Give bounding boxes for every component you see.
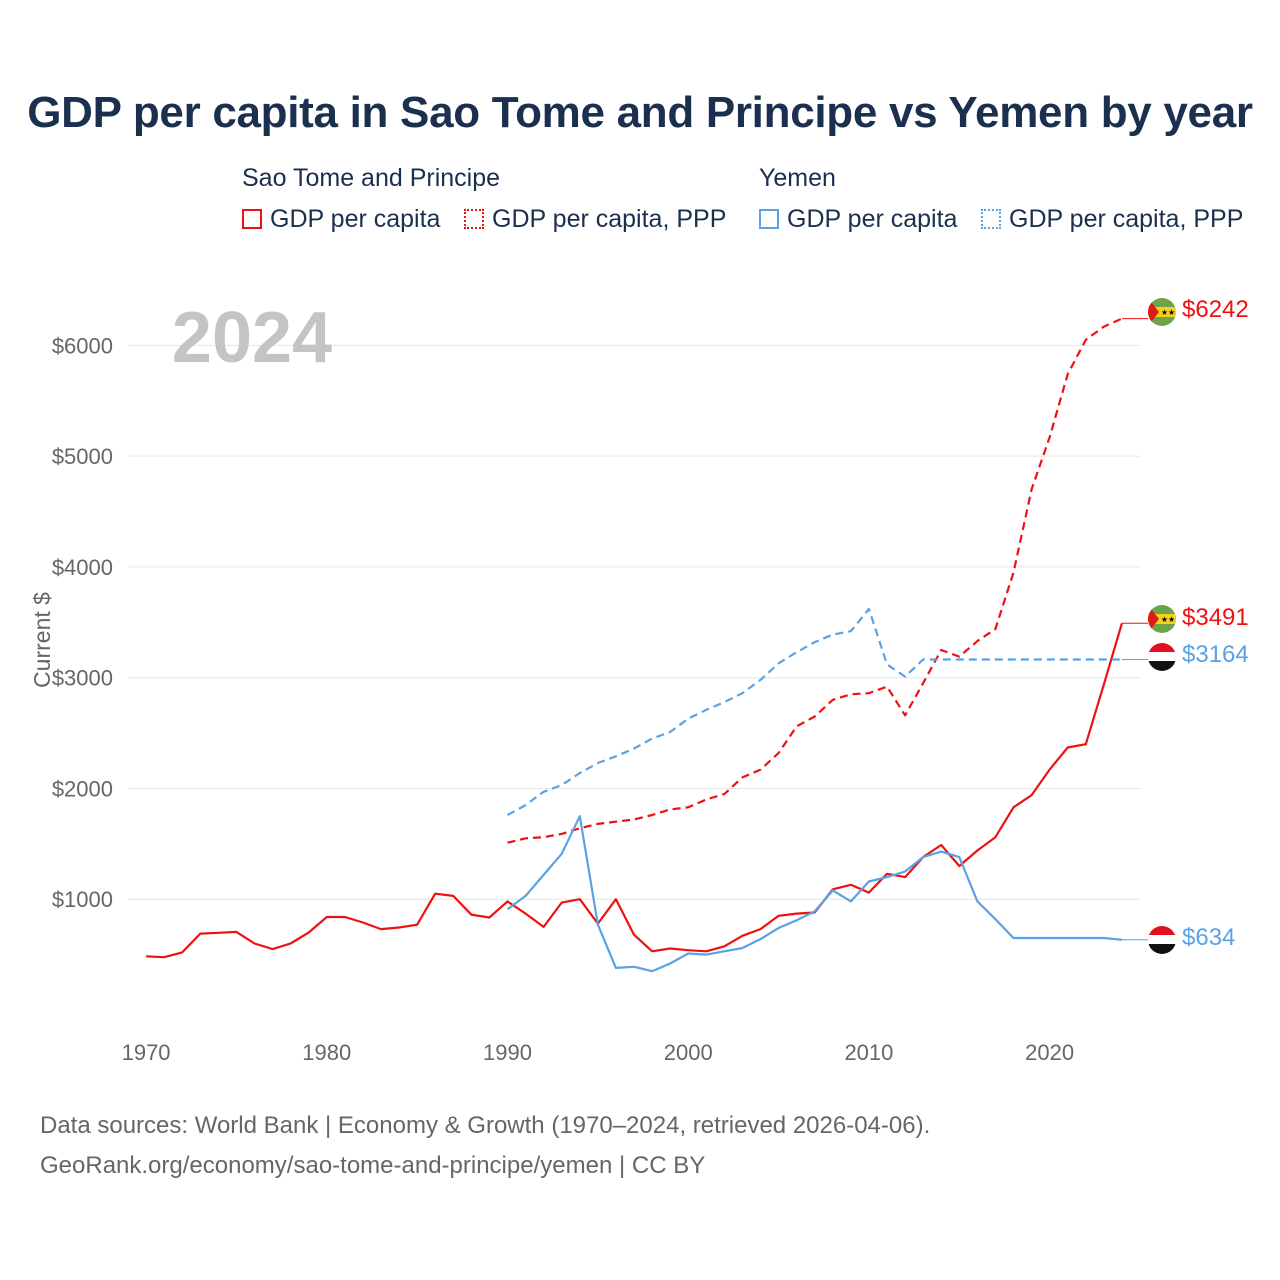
legend-item-stp-gdp-ppp[interactable]: GDP per capita, PPP: [464, 204, 726, 234]
legend-group-yemen: Yemen: [759, 164, 836, 192]
x-tick-label: 1970: [122, 1040, 171, 1065]
svg-text:★★: ★★: [1161, 308, 1175, 317]
end-connectors: [1121, 318, 1148, 941]
x-tick-label: 2000: [664, 1040, 713, 1065]
y-tick-label: $1000: [52, 887, 113, 912]
y-tick-label: $6000: [52, 333, 113, 358]
legend-swatch-dotted-icon: [981, 209, 1001, 229]
x-tick-label: 2020: [1025, 1040, 1074, 1065]
sao-tome-flag-icon: ★★: [1148, 605, 1176, 633]
x-tick-label: 1980: [302, 1040, 351, 1065]
y-tick-label: $5000: [52, 444, 113, 469]
series-lines: [146, 317, 1123, 973]
y-tick-label: $2000: [52, 776, 113, 801]
legend-label: GDP per capita: [787, 204, 958, 233]
chart-title: GDP per capita in Sao Tome and Principe …: [27, 88, 1253, 137]
gridlines: [128, 344, 1140, 900]
legend-label: GDP per capita, PPP: [492, 204, 727, 233]
legend-swatch-dotted-icon: [464, 209, 484, 229]
y-axis: $1000 $2000 $3000 $4000 $5000 $6000: [52, 333, 113, 912]
legend-label: GDP per capita: [270, 204, 441, 233]
series-line-1: [507, 317, 1123, 844]
legend-item-stp-gdp[interactable]: GDP per capita: [242, 204, 440, 234]
svg-text:★★: ★★: [1161, 615, 1175, 624]
x-tick-label: 2010: [844, 1040, 893, 1065]
y-tick-label: $3000: [52, 666, 113, 691]
sao-tome-flag-icon: ★★: [1148, 298, 1176, 326]
legend-label: GDP per capita, PPP: [1009, 204, 1244, 233]
x-axis: 1970 1980 1990 2000 2010 2020: [122, 1040, 1075, 1065]
legend-group-sao-tome: Sao Tome and Principe: [242, 164, 501, 192]
legend-swatch-solid-icon: [759, 209, 779, 229]
footer: Data sources: World Bank | Economy & Gro…: [40, 1106, 930, 1186]
series-line-2: [506, 815, 1123, 973]
yemen-flag-icon: [1148, 926, 1176, 954]
end-label-stp-gdp: $3491: [1182, 604, 1249, 631]
end-label-yemen-ppp: $3164: [1182, 641, 1249, 668]
series-line-3: [506, 607, 1122, 816]
year-label: 2024: [172, 298, 332, 378]
end-label-stp-ppp: $6242: [1182, 296, 1249, 323]
end-label-yemen-gdp: $634: [1182, 924, 1235, 951]
series-line-0: [146, 622, 1123, 959]
x-tick-label: 1990: [483, 1040, 532, 1065]
legend-item-yemen-gdp[interactable]: GDP per capita: [759, 204, 957, 234]
legend-item-yemen-gdp-ppp[interactable]: GDP per capita, PPP: [981, 204, 1243, 234]
y-axis-title: Current $: [29, 592, 55, 688]
legend-swatch-solid-icon: [242, 209, 262, 229]
footer-sources: Data sources: World Bank | Economy & Gro…: [40, 1112, 931, 1139]
footer-link[interactable]: GeoRank.org/economy/sao-tome-and-princip…: [40, 1152, 706, 1179]
y-tick-label: $4000: [52, 555, 113, 580]
yemen-flag-icon: [1148, 643, 1176, 671]
